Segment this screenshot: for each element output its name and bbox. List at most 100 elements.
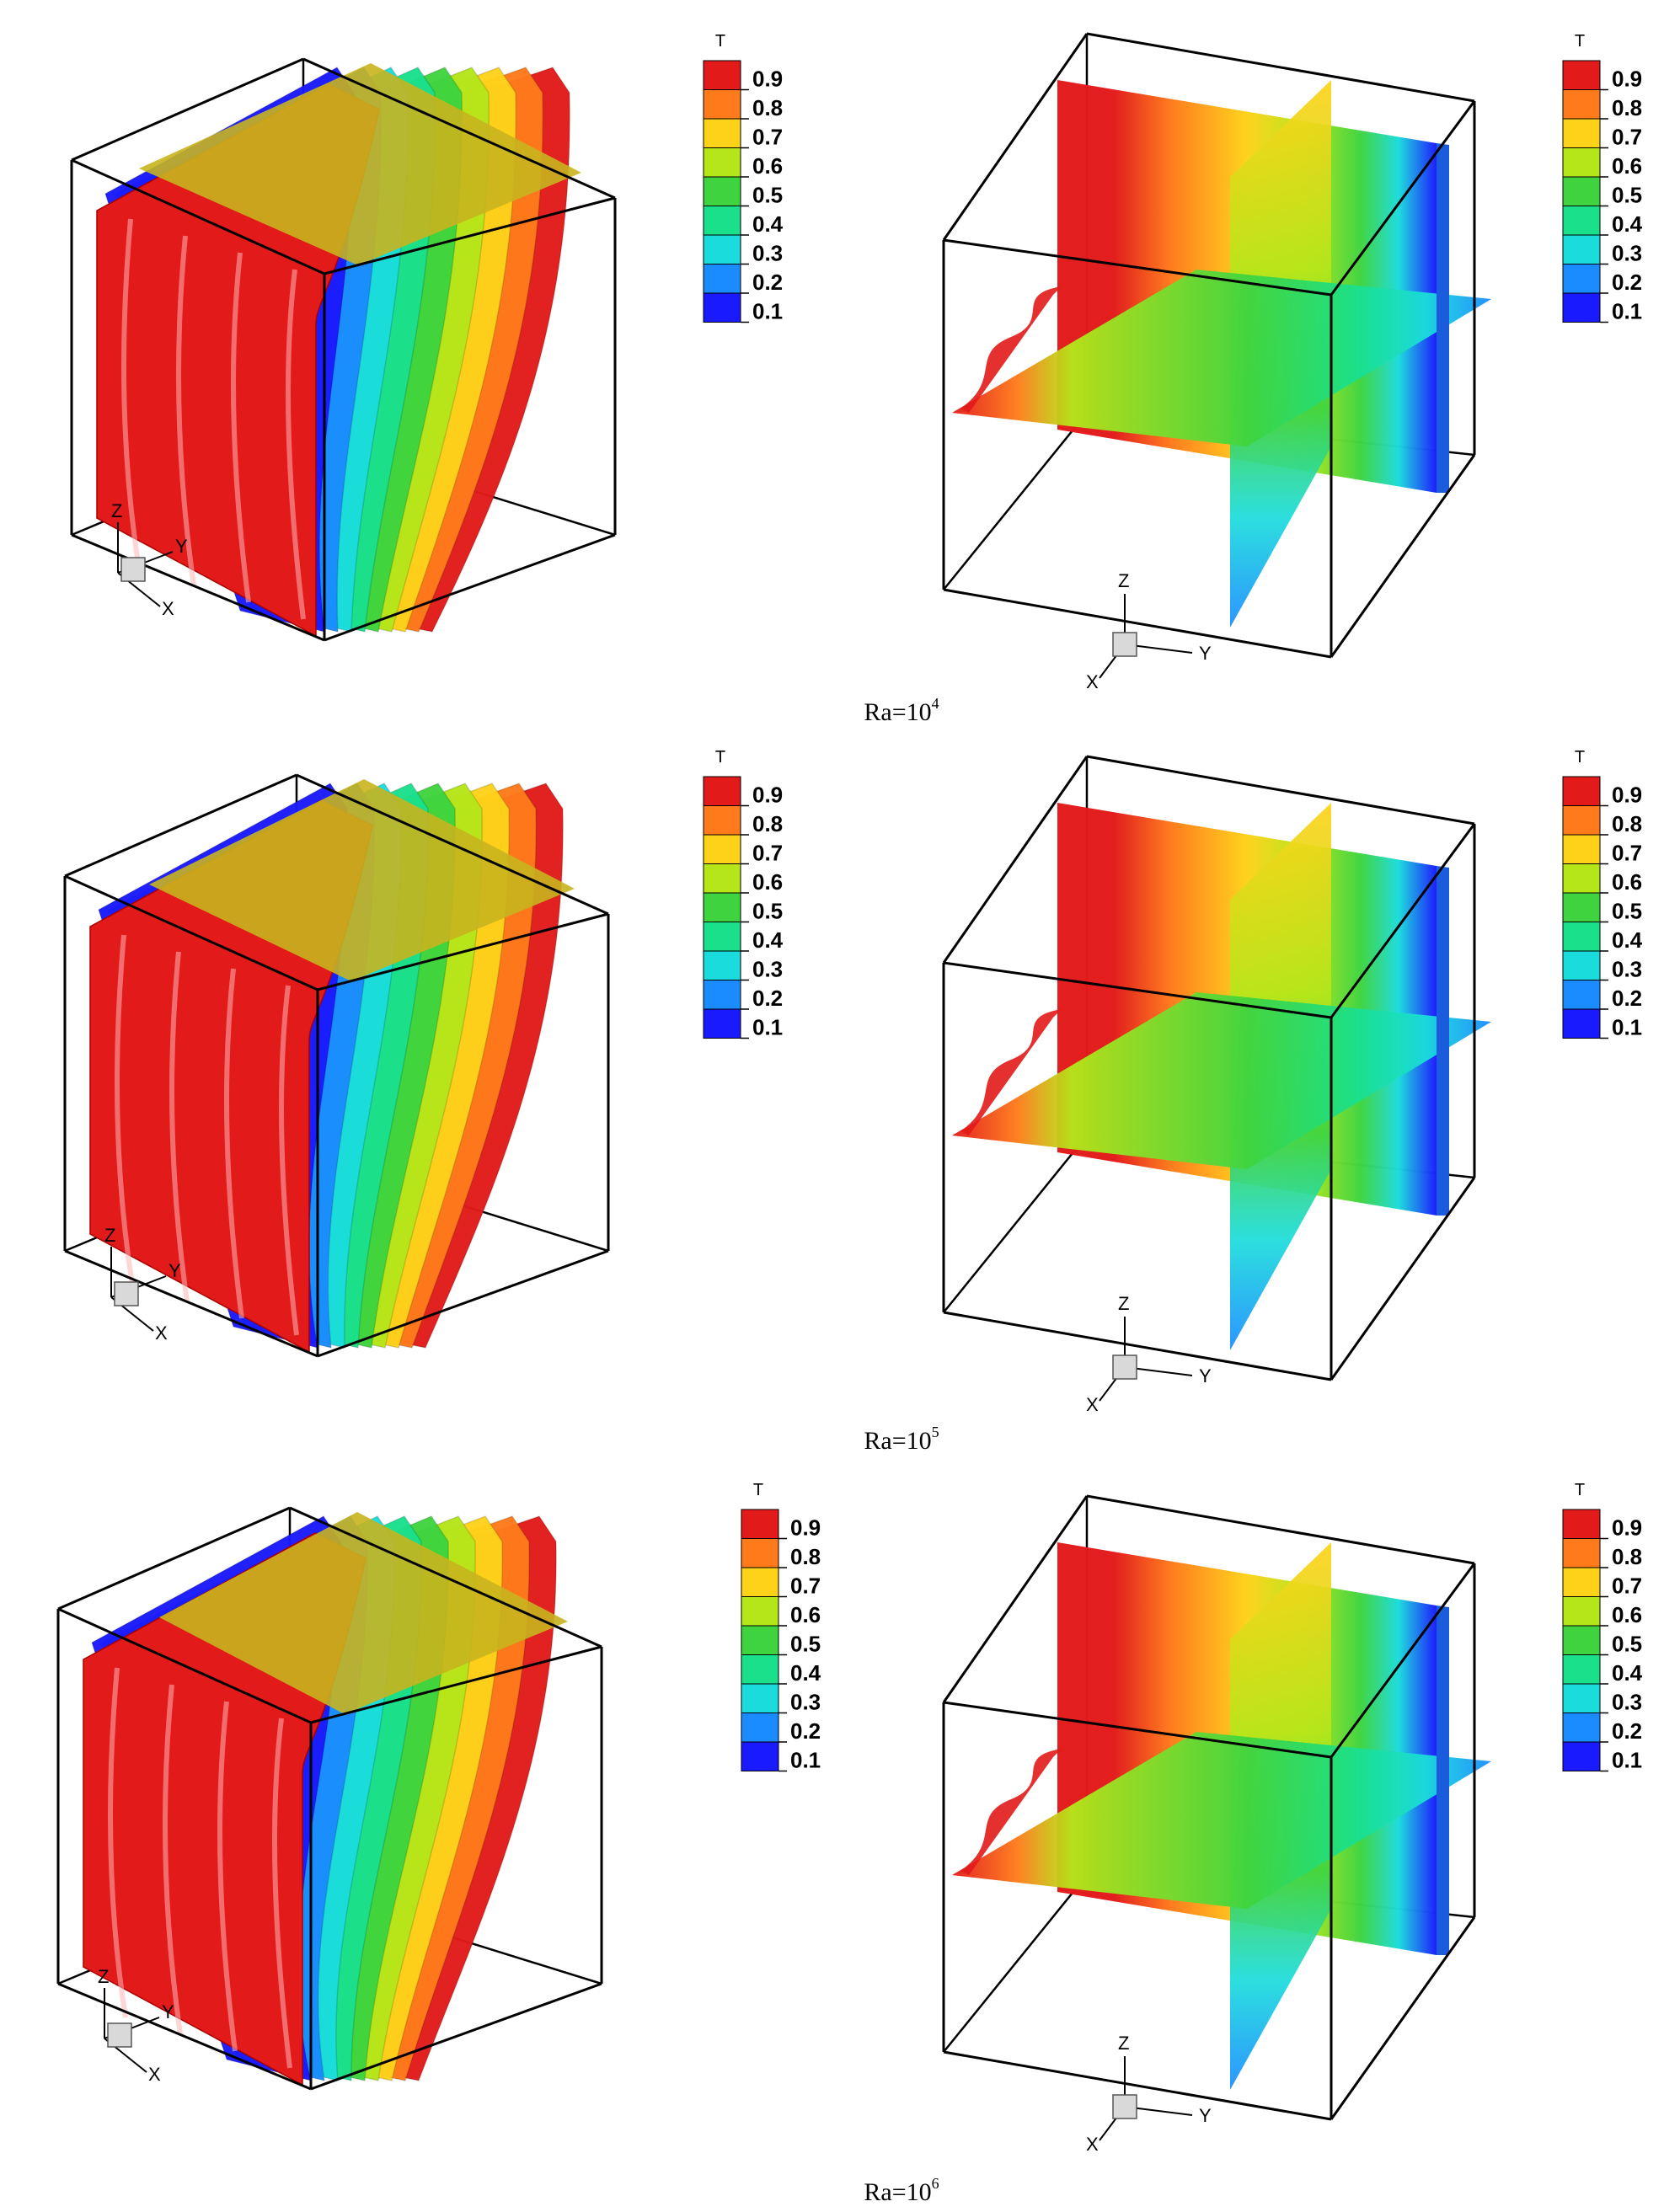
legend-swatch — [703, 292, 741, 323]
legend-swatch — [1562, 206, 1601, 236]
legend-level-label: 0.3 — [1612, 957, 1642, 982]
legend-level-label: 0.6 — [1612, 153, 1642, 179]
legend-swatch — [1562, 264, 1601, 294]
axis-label-z: Z — [98, 1966, 109, 1987]
legend-level-label: 0.8 — [1612, 811, 1642, 836]
cube-frame-front — [942, 1494, 1476, 2121]
legend-title: T — [715, 748, 725, 767]
legend-swatch — [1562, 1509, 1601, 1539]
hot-plume-boundary — [960, 286, 1062, 413]
legend-level-label: 0.5 — [752, 899, 783, 924]
legend-swatch — [1562, 1712, 1601, 1743]
legend-level-label: 0.4 — [1612, 1660, 1643, 1686]
legend-swatch — [1562, 1538, 1601, 1568]
legend-level-label: 0.1 — [752, 299, 783, 324]
axis-triad: Z Y X — [1086, 2033, 1212, 2155]
legend-swatch — [1562, 147, 1601, 178]
legend-level-label: 0.2 — [1612, 270, 1642, 295]
legend-swatch — [703, 176, 741, 206]
caption-base: Ra=10 — [864, 2178, 931, 2206]
legend-swatch — [703, 89, 741, 120]
legend-swatch — [1562, 1567, 1601, 1597]
axis-triad: Z Y X — [1086, 1293, 1212, 1415]
axis-label-x: X — [155, 1322, 168, 1344]
horizontal-slice-plane — [952, 270, 1491, 446]
top-isosurface — [149, 779, 575, 981]
legend-swatch — [741, 1538, 779, 1568]
legend-level-label: 0.8 — [1612, 95, 1642, 120]
legend-level-label: 0.1 — [1612, 1015, 1642, 1040]
legend-swatch — [1562, 1654, 1601, 1685]
legend-swatch — [741, 1509, 779, 1539]
legend-level-label: 0.5 — [1612, 1632, 1642, 1657]
convection-roll — [286, 269, 306, 620]
convection-roll — [115, 934, 135, 1285]
legend-swatch — [703, 776, 741, 806]
legend-level-label: 0.1 — [790, 1748, 821, 1773]
legend-level-label: 0.8 — [752, 811, 783, 836]
axis-label-x: X — [1086, 2134, 1099, 2155]
legend-swatch — [741, 1596, 779, 1627]
top-isosurface — [159, 1512, 568, 1714]
legend-swatch — [703, 60, 741, 90]
horizontal-slice-plane — [952, 1732, 1491, 1909]
legend-swatch — [1562, 60, 1601, 90]
axis-label-z: Z — [1118, 1293, 1129, 1314]
legend-level-label: 0.7 — [790, 1574, 821, 1599]
legend-swatch — [703, 950, 741, 980]
row-caption: Ra=105 — [864, 1424, 939, 1455]
legend-swatch — [1562, 805, 1601, 836]
axis-label-y: Y — [169, 1260, 181, 1281]
legend-level-label: 0.7 — [1612, 1574, 1642, 1599]
legend-swatch — [741, 1625, 779, 1655]
axis-label-z: Z — [1118, 570, 1129, 591]
axis-triad: Z Y X — [104, 1225, 181, 1344]
slice-cube: Z Y X — [942, 1494, 1491, 2155]
legend-level-label: 0.3 — [752, 957, 783, 982]
orientation-cube-icon — [114, 1281, 139, 1306]
legend-level-label: 0.4 — [1612, 927, 1643, 953]
legend-level-label: 0.3 — [1612, 1690, 1642, 1715]
axis-label-z: Z — [104, 1225, 115, 1246]
axis-label-y: Y — [1199, 1365, 1212, 1387]
figure-row-1: Z Y X Z Y X T 0.9 0.8 0.7 0.6 0.5 0.4 0.3 0.2 0.1 T 0.9 0.… — [70, 32, 1643, 726]
legend-level-label: 0.4 — [752, 211, 784, 237]
legend-swatch — [1562, 776, 1601, 806]
convection-roll — [121, 218, 142, 569]
legend-level-label: 0.7 — [752, 125, 783, 150]
legend-level-label: 0.8 — [1612, 1544, 1642, 1569]
horizontal-slice-plane — [952, 992, 1491, 1169]
temperature-legend-left: T 0.9 0.8 0.7 0.6 0.5 0.4 0.3 0.2 0.1 — [703, 748, 784, 1040]
legend-swatch — [703, 922, 741, 952]
legend-level-label: 0.6 — [1612, 1602, 1642, 1627]
hot-plume-boundary — [960, 1749, 1062, 1875]
legend-level-label: 0.7 — [1612, 841, 1642, 866]
legend-swatch — [1562, 950, 1601, 980]
caption-exponent: 6 — [932, 2175, 939, 2192]
legend-swatch — [703, 147, 741, 178]
legend-swatch — [703, 206, 741, 236]
legend-swatch — [1562, 980, 1601, 1010]
legend-level-label: 0.6 — [752, 153, 783, 179]
legend-swatch — [1562, 292, 1601, 323]
legend-swatch — [1562, 863, 1601, 894]
legend-level-label: 0.5 — [1612, 899, 1642, 924]
legend-level-label: 0.2 — [1612, 986, 1642, 1011]
axis-label-z: Z — [111, 500, 122, 521]
figure-row-2: Z Y X Z Y X T 0.9 0.8 0.7 0.6 0.5 0.4 0.3 0.2 0.1 T 0.9 0.… — [63, 748, 1643, 1455]
convection-roll — [217, 1701, 238, 2052]
cube-frame-front — [70, 57, 617, 642]
caption-exponent: 5 — [932, 1424, 939, 1440]
convection-roll — [108, 1667, 128, 2018]
axis-label-x: X — [148, 2064, 161, 2085]
temperature-legend-left: T 0.9 0.8 0.7 0.6 0.5 0.4 0.3 0.2 0.1 — [741, 1481, 821, 1773]
axis-label-y: Y — [175, 536, 188, 557]
legend-title: T — [715, 32, 725, 51]
legend-level-label: 0.2 — [790, 1718, 821, 1744]
legend-swatch — [703, 980, 741, 1010]
legend-level-label: 0.2 — [752, 270, 783, 295]
hot-plume-boundary — [960, 1009, 1062, 1135]
legend-swatch — [1562, 234, 1601, 264]
axis-label-y: Y — [1199, 643, 1212, 664]
